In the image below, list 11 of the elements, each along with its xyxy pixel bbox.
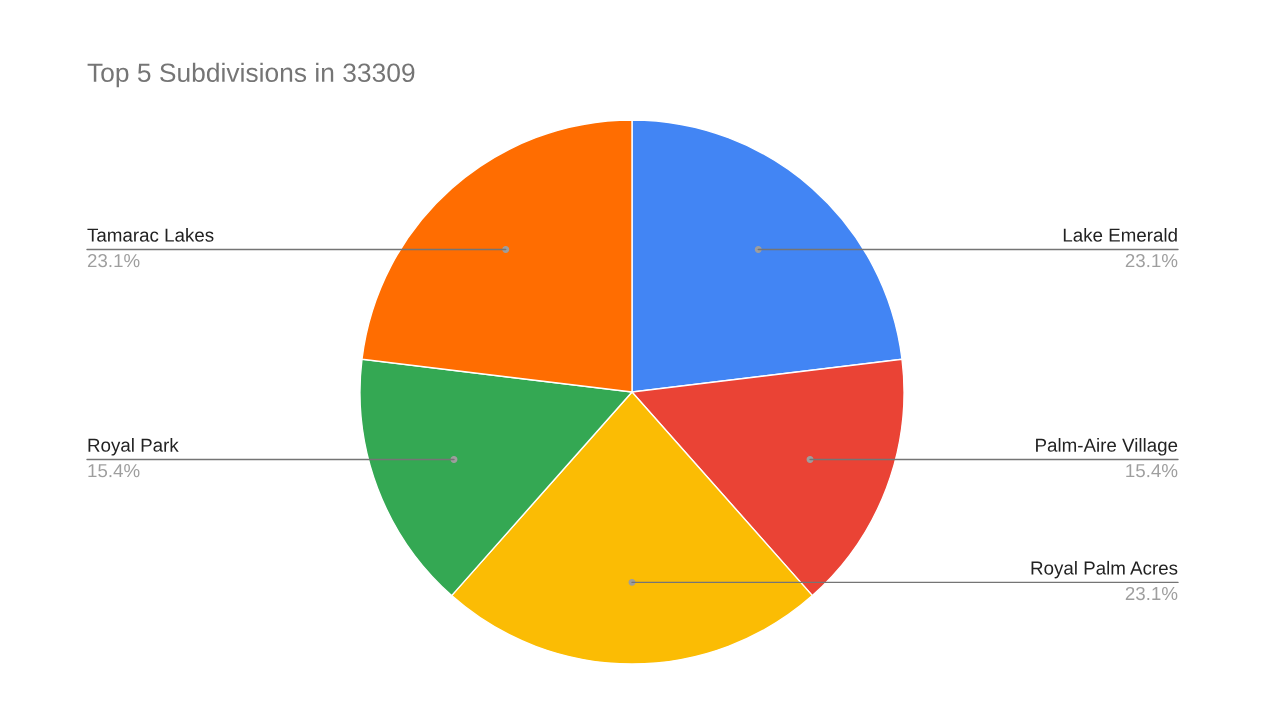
slice-label: Palm-Aire Village <box>1036 438 1178 456</box>
data-label: 23.1% <box>1125 253 1178 268</box>
slice-label: Royal Park <box>88 438 179 456</box>
data-label: 15.4% <box>1126 464 1178 478</box>
data-label: 23.1% <box>1125 586 1178 601</box>
data-label: 15.4% <box>88 464 140 478</box>
data-label: 23.1% <box>87 253 140 268</box>
chart-title: Top 5 Subdivisions in 33309 <box>87 62 415 88</box>
slice-label: Tamarac Lakes <box>87 228 214 242</box>
slice-label: Royal Palm Acres <box>1031 560 1178 579</box>
slice-label: Lake Emerald <box>1063 228 1177 242</box>
